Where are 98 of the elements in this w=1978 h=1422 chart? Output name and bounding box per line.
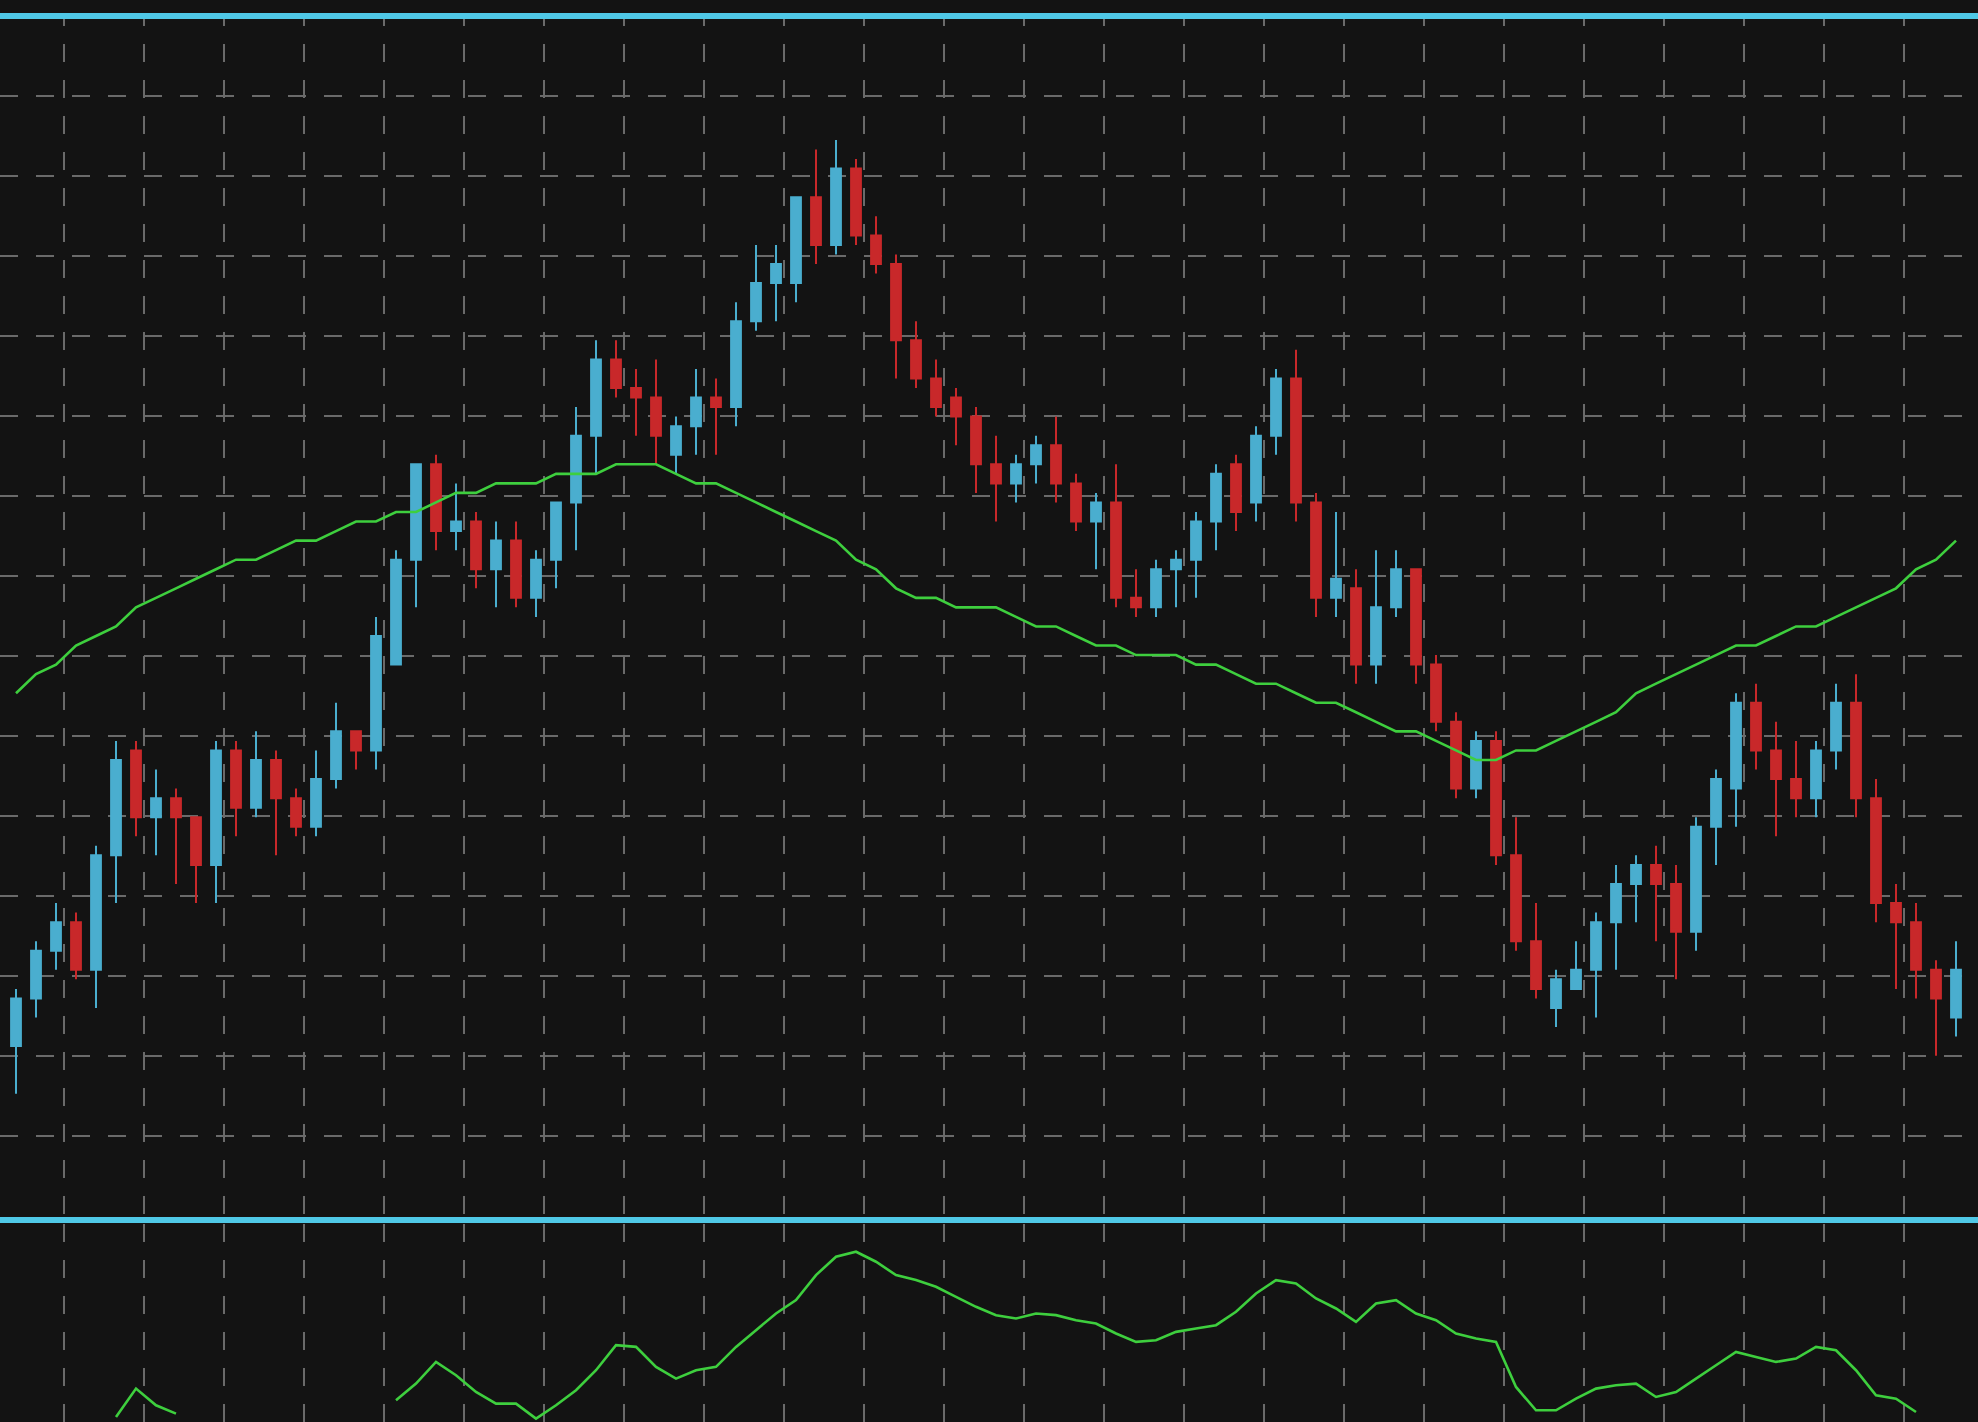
candlestick — [1770, 720, 1782, 838]
candlestick — [750, 243, 762, 332]
candlestick — [710, 377, 722, 456]
candlestick — [1550, 968, 1562, 1029]
candlestick — [110, 739, 122, 905]
candlestick — [510, 520, 522, 609]
candlestick — [1050, 415, 1062, 504]
candlestick — [530, 549, 542, 618]
candlestick — [1030, 434, 1042, 485]
candlestick — [550, 501, 562, 590]
candlestick — [210, 739, 222, 905]
candlestick — [390, 549, 402, 666]
candlestick — [1610, 863, 1622, 971]
candlestick — [30, 940, 42, 1019]
candlestick — [1790, 739, 1802, 819]
candlestick — [1330, 510, 1342, 618]
candlestick — [1510, 816, 1522, 952]
candlestick — [1410, 568, 1422, 685]
candlestick — [330, 701, 342, 790]
candlestick — [1290, 348, 1302, 523]
candlestick — [1210, 463, 1222, 552]
candlestick — [870, 215, 882, 275]
candlestick — [1590, 911, 1602, 1019]
candlestick — [430, 453, 442, 552]
candlestick — [1270, 367, 1282, 456]
candlestick — [270, 749, 282, 857]
candlestick — [850, 158, 862, 246]
candlestick — [1310, 491, 1322, 618]
candlestick — [1430, 654, 1442, 733]
candlestick — [1850, 673, 1862, 819]
candlestick — [450, 482, 462, 552]
candlestick — [950, 387, 962, 447]
candlestick — [130, 739, 142, 838]
candlestick — [490, 520, 502, 609]
candlestick — [910, 320, 922, 389]
candlestick — [170, 787, 182, 885]
candlestick — [1630, 854, 1642, 924]
candlestick — [570, 406, 582, 552]
candlestick — [1710, 768, 1722, 866]
candlestick — [1530, 902, 1542, 1000]
candlestick — [70, 911, 82, 981]
candlestick — [930, 358, 942, 418]
candlestick — [250, 730, 262, 819]
candlestick — [990, 434, 1002, 523]
candlestick — [1150, 558, 1162, 618]
candlestick — [630, 367, 642, 437]
candlestick — [690, 367, 702, 456]
candlestick — [1890, 882, 1902, 990]
candlestick — [1570, 940, 1582, 990]
candlestick — [890, 253, 902, 380]
candlestick — [1370, 549, 1382, 685]
candlestick — [1690, 816, 1702, 952]
candlestick — [230, 739, 242, 838]
candlestick — [830, 139, 842, 256]
candlestick — [590, 339, 602, 475]
candlestick — [290, 787, 302, 838]
candlestick — [1450, 711, 1462, 800]
candlestick — [1390, 549, 1402, 618]
candlestick — [1170, 549, 1182, 609]
candlestick — [670, 415, 682, 475]
candlestick — [1110, 463, 1122, 609]
candlestick — [90, 844, 102, 1009]
candlestick — [730, 301, 742, 428]
candlestick — [1090, 491, 1102, 571]
candlestick — [610, 339, 622, 399]
candlestick — [1910, 902, 1922, 1000]
candlestick — [1950, 940, 1962, 1038]
candlestick — [770, 243, 782, 323]
candlestick — [150, 768, 162, 857]
candlestick — [790, 196, 802, 304]
candlestick — [50, 902, 62, 971]
candlestick — [1870, 778, 1882, 924]
candlestick — [1230, 453, 1242, 533]
candlestick — [470, 510, 482, 590]
candlestick — [1130, 568, 1142, 618]
candlestick — [1490, 730, 1502, 866]
candlestick — [190, 816, 202, 905]
candlestick — [310, 749, 322, 838]
candlestick — [970, 406, 982, 494]
candlestick — [1070, 472, 1082, 533]
candlestick — [10, 987, 22, 1095]
candlestick — [1830, 682, 1842, 771]
candlestick — [1730, 692, 1742, 828]
candlestick — [1010, 453, 1022, 504]
candlestick — [370, 615, 382, 771]
candlestick — [1670, 863, 1682, 981]
candlestick — [1750, 682, 1762, 771]
candlestick — [810, 148, 822, 265]
candlestick — [1470, 730, 1482, 800]
candlestick — [1350, 568, 1362, 685]
candlestick — [1930, 959, 1942, 1057]
candlestick — [350, 730, 362, 771]
candlestick — [1250, 425, 1262, 523]
candlestick — [1190, 510, 1202, 599]
candlestick — [650, 358, 662, 466]
candlestick — [410, 463, 422, 609]
candlestick — [1650, 844, 1662, 943]
candlestick — [1810, 739, 1822, 819]
